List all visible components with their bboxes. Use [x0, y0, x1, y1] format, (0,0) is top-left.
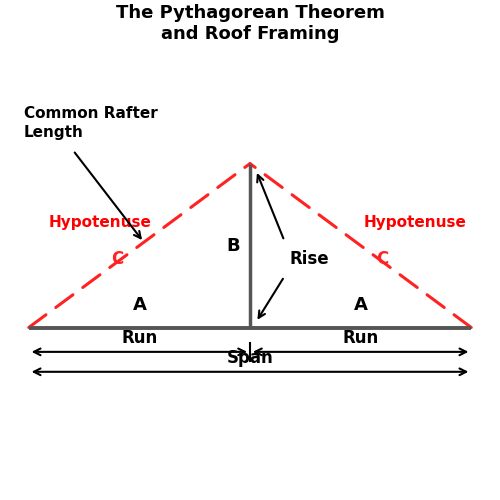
Text: C: C	[112, 250, 124, 268]
Text: A: A	[132, 296, 146, 314]
Text: Run: Run	[121, 330, 158, 347]
Text: B: B	[226, 236, 240, 254]
Text: C: C	[376, 250, 388, 268]
Text: Span: Span	[226, 350, 274, 368]
Text: A: A	[354, 296, 368, 314]
Text: Hypotenuse: Hypotenuse	[48, 215, 152, 230]
Title: The Pythagorean Theorem
and Roof Framing: The Pythagorean Theorem and Roof Framing	[116, 4, 384, 43]
Text: Hypotenuse: Hypotenuse	[364, 215, 467, 230]
Text: Common Rafter
Length: Common Rafter Length	[24, 106, 158, 140]
Text: Run: Run	[342, 330, 379, 347]
Text: Rise: Rise	[290, 250, 329, 268]
